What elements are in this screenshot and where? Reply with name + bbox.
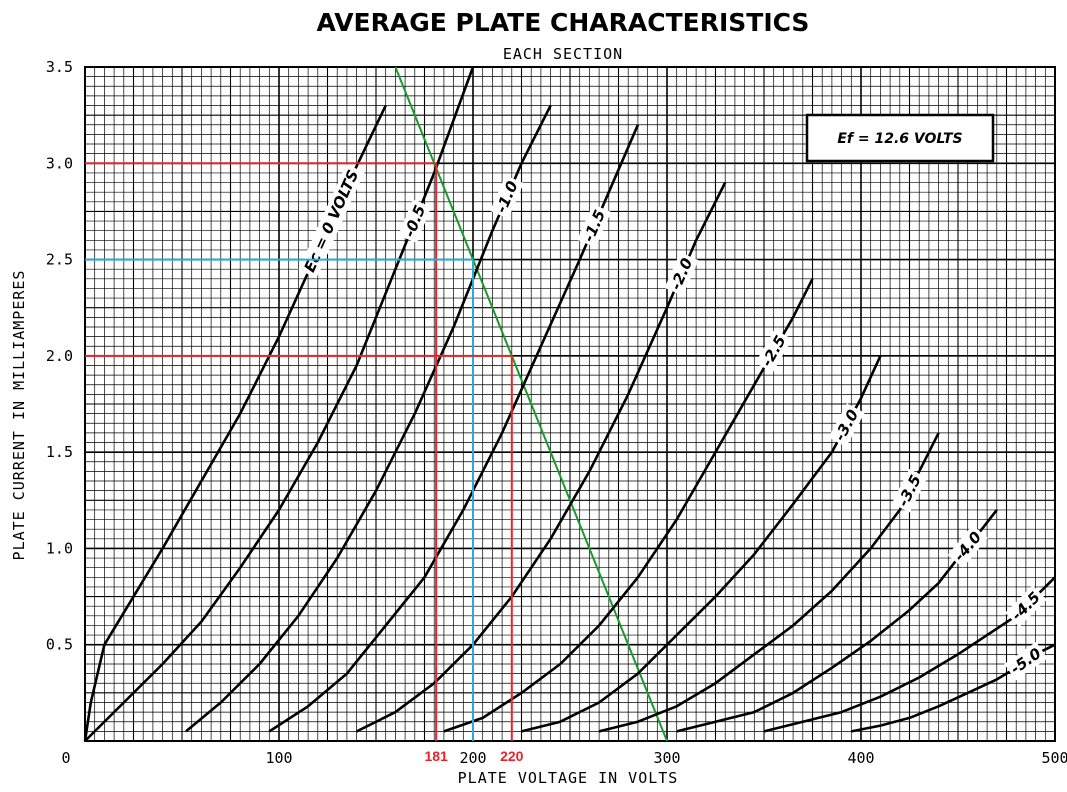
y-axis-label: PLATE CURRENT IN MILLIAMPERES bbox=[10, 270, 28, 561]
curve-label-bg bbox=[298, 164, 365, 279]
curve-label-bg bbox=[947, 525, 988, 568]
curve-label-bg bbox=[828, 403, 865, 448]
curve-label-bg bbox=[398, 199, 432, 243]
load-line bbox=[394, 66, 668, 742]
tick-labels: 0 100 200 300 400 500 0.5 1.0 1.5 2.0 2.5 3.0 3.5 bbox=[46, 58, 1067, 767]
chart-subtitle: EACH SECTION bbox=[503, 45, 623, 63]
y-tick-label: 1.0 bbox=[46, 539, 73, 557]
load-line-layer bbox=[394, 66, 668, 742]
chart-title: AVERAGE PLATE CHARACTERISTICS bbox=[317, 8, 810, 37]
plot-grid bbox=[84, 66, 1056, 742]
y-tick-label: 1.5 bbox=[46, 443, 73, 461]
curve-label-5: -2.5 bbox=[755, 329, 793, 373]
x-tick-label: 200 bbox=[459, 749, 486, 767]
filament-note: Ef = 12.6 VOLTS bbox=[805, 113, 995, 163]
curve-label-bg bbox=[1005, 585, 1047, 627]
x-tick-label: 100 bbox=[265, 749, 292, 767]
curve-label-bg bbox=[490, 175, 524, 219]
curve-label-bg bbox=[891, 468, 928, 513]
x-tick-label: 300 bbox=[653, 749, 680, 767]
x-tick-label: 500 bbox=[1041, 749, 1067, 767]
annotation-label-0: 181 bbox=[424, 748, 448, 764]
filament-note-text: Ef = 12.6 VOLTS bbox=[837, 131, 962, 147]
y-tick-label: 0.5 bbox=[46, 636, 73, 654]
y-tick-label: 3.0 bbox=[46, 154, 73, 172]
curve-label-bg bbox=[755, 329, 793, 373]
x-axis-label: PLATE VOLTAGE IN VOLTS bbox=[458, 769, 679, 787]
annotation-layer: 181 220 bbox=[85, 162, 524, 764]
annotation-label-2: 220 bbox=[500, 748, 524, 764]
curve-label-bg bbox=[577, 204, 612, 248]
curve-label-bg bbox=[1004, 641, 1048, 681]
curve-label-bg bbox=[664, 252, 699, 296]
x-tick-label: 0 bbox=[61, 749, 70, 767]
y-tick-label: 2.5 bbox=[46, 251, 73, 269]
y-tick-label: 2.0 bbox=[46, 347, 73, 365]
x-tick-label: 400 bbox=[847, 749, 874, 767]
y-tick-label: 3.5 bbox=[46, 58, 73, 76]
